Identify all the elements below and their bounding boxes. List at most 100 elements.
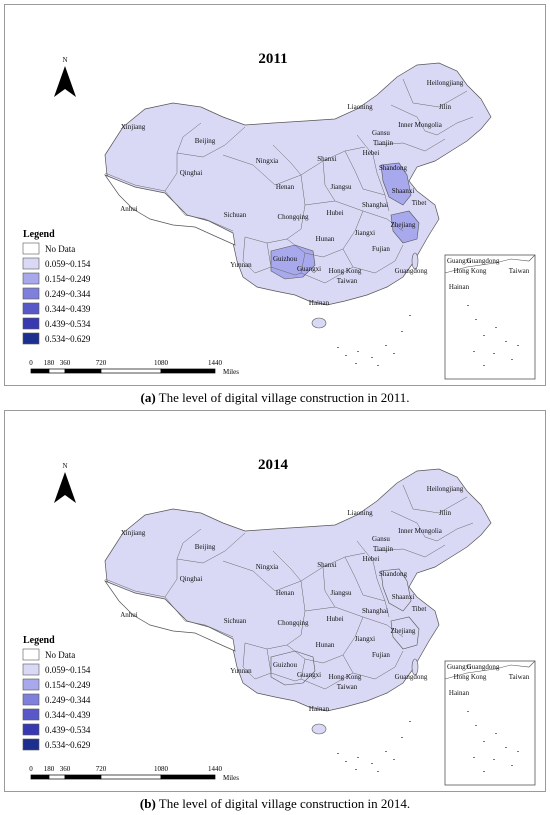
legend-swatch xyxy=(22,272,40,285)
scale-tick-label: 1440 xyxy=(208,359,223,367)
china-choropleth-map: N 2011 Heilongjiang Jilin Liaoning Inner Mong… xyxy=(22,51,536,380)
scale-tick-label: 360 xyxy=(60,765,71,773)
province-label: Shanxi xyxy=(317,155,337,163)
scale-tick-label: 1080 xyxy=(154,765,169,773)
province-label: Gansu xyxy=(372,129,390,137)
province-label: Qinghai xyxy=(180,169,203,177)
province-label: Beijing xyxy=(195,137,216,145)
province-label: Guangxi xyxy=(297,671,321,679)
province-label: Guizhou xyxy=(273,255,298,263)
province-label: Hubei xyxy=(326,615,343,623)
province-label: Guangxi xyxy=(297,265,321,273)
scale-tick-label: 720 xyxy=(96,359,107,367)
province-label: Guangdong xyxy=(395,673,428,681)
province-label: Henan xyxy=(276,589,295,597)
scale-tick-label: 180 xyxy=(44,765,55,773)
scale-unit: Miles xyxy=(223,368,239,376)
inset-label: Hainan xyxy=(449,689,470,697)
province-zhejiang xyxy=(390,210,420,244)
map-legend: Legend No Data 0.059~0.154 0.154~0.249 0.249… xyxy=(22,635,91,751)
legend-label: 0.154~0.249 xyxy=(45,274,91,284)
province-tibet xyxy=(104,580,236,652)
legend-swatch xyxy=(22,663,40,676)
scale-tick-label: 0 xyxy=(29,359,33,367)
legend-title: Legend xyxy=(23,635,55,646)
province-label: Jiangsu xyxy=(331,183,353,191)
province-label: Hebei xyxy=(363,149,380,157)
caption-text: The level of digital village constructio… xyxy=(155,390,410,405)
province-label: Guizhou xyxy=(273,661,298,669)
province-label: Anhui xyxy=(120,205,138,213)
province-label: Hainan xyxy=(309,299,330,307)
scale-tick-label: 180 xyxy=(44,359,55,367)
province-jiangsu xyxy=(380,162,412,206)
province-label: Zhejiang xyxy=(391,627,416,635)
inset-label: Taiwan xyxy=(509,267,530,275)
province-label: Shanghai xyxy=(362,607,388,615)
legend-label: 0.439~0.534 xyxy=(45,319,91,329)
legend-swatch xyxy=(22,287,40,300)
legend-title: Legend xyxy=(23,229,55,240)
province-label: Hunan xyxy=(316,235,335,243)
province-label: Hunan xyxy=(316,641,335,649)
map-panel-2014: N 2014 Heilongjiang Jilin Liaoning Inner Mong… xyxy=(4,410,546,792)
figure-caption-a: (a) The level of digital village constru… xyxy=(0,390,550,406)
map-legend: Legend No Data 0.059~0.154 0.154~0.249 0.249… xyxy=(22,229,91,345)
province-label: Xinjiang xyxy=(121,123,146,131)
legend-label: 0.534~0.629 xyxy=(45,740,91,750)
scale-tick-label: 360 xyxy=(60,359,71,367)
province-label: Taiwan xyxy=(337,683,358,691)
province-label: Beijing xyxy=(195,543,216,551)
province-label: Xinjiang xyxy=(121,529,146,537)
province-label: Jiangxi xyxy=(355,229,375,237)
legend-label: 0.344~0.439 xyxy=(45,304,91,314)
scale-tick-label: 1440 xyxy=(208,765,223,773)
province-label: Hong Kong xyxy=(329,267,362,275)
province-label: Anhui xyxy=(120,611,138,619)
province-label: Sichuan xyxy=(224,617,247,625)
inset-label: Hong Kong xyxy=(454,673,487,681)
inset-label: Taiwan xyxy=(509,673,530,681)
province-label: Ningxia xyxy=(256,157,279,165)
province-label: Taiwan xyxy=(337,277,358,285)
legend-label: 0.249~0.344 xyxy=(45,289,91,299)
province-label: Yunnan xyxy=(230,261,252,269)
province-label: Shandong xyxy=(379,570,408,578)
province-label: Guangdong xyxy=(395,267,428,275)
legend-swatch xyxy=(22,332,40,345)
province-label: Shaanxi xyxy=(392,593,415,601)
province-zhejiang xyxy=(390,616,420,650)
scale-unit: Miles xyxy=(223,774,239,782)
legend-swatch xyxy=(22,648,40,661)
north-arrow-icon: N xyxy=(54,56,76,97)
province-label: Qinghai xyxy=(180,575,203,583)
svg-text:N: N xyxy=(62,462,67,470)
legend-swatch xyxy=(22,257,40,270)
legend-swatch xyxy=(22,723,40,736)
province-label: Gansu xyxy=(372,535,390,543)
inset-label: Guangxi xyxy=(447,663,471,671)
caption-prefix: (b) xyxy=(139,796,156,811)
inset-label: Guangxi xyxy=(447,257,471,265)
legend-swatch xyxy=(22,302,40,315)
legend-label: No Data xyxy=(45,244,75,254)
caption-text: The level of digital village constructio… xyxy=(155,796,411,811)
legend-label: No Data xyxy=(45,650,75,660)
province-label: Fujian xyxy=(372,245,390,253)
map-panel-2011: N 2011 Heilongjiang Jilin Liaoning Inner Mong… xyxy=(4,4,546,386)
province-label: Shanxi xyxy=(317,561,337,569)
province-label: Tianjin xyxy=(373,139,393,147)
province-label: Shaanxi xyxy=(392,187,415,195)
province-hainan xyxy=(311,317,327,329)
inset-label: Guangdong xyxy=(467,257,500,265)
legend-swatch xyxy=(22,738,40,751)
legend-swatch xyxy=(22,693,40,706)
legend-label: 0.439~0.534 xyxy=(45,725,91,735)
province-tibet xyxy=(104,174,236,246)
province-label: Heilongjiang xyxy=(427,79,464,87)
province-label: Yunnan xyxy=(230,667,252,675)
scale-tick-label: 1080 xyxy=(154,359,169,367)
